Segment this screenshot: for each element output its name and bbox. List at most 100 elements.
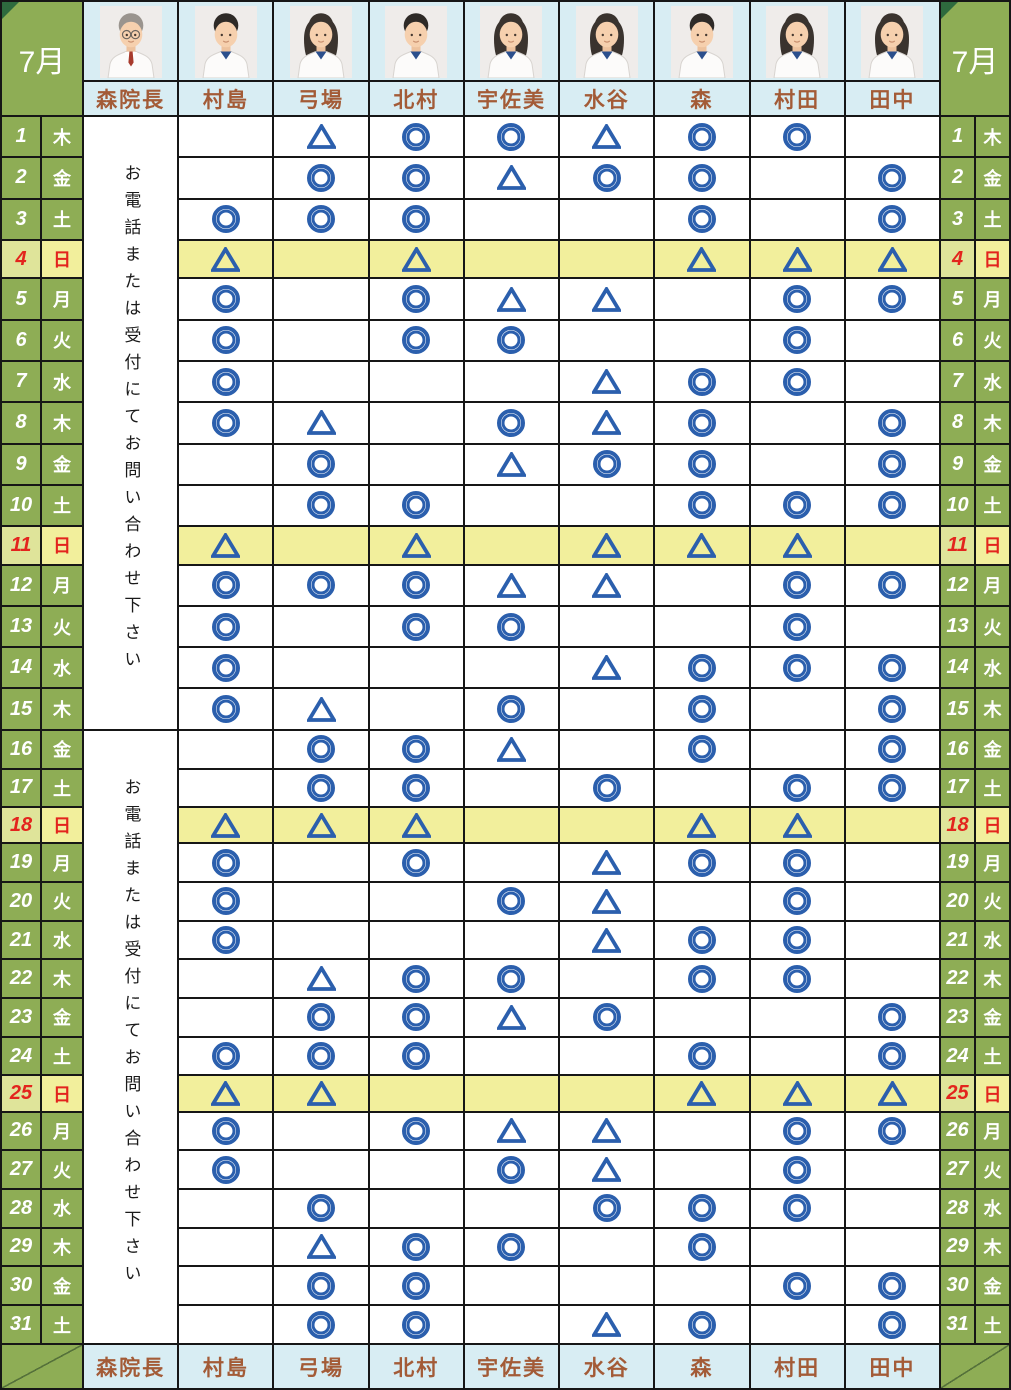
schedule-mark-cell [653, 1265, 751, 1306]
schedule-mark-cell [558, 1265, 656, 1306]
schedule-mark-cell [462, 1035, 561, 1077]
schedule-mark-cell [272, 881, 370, 922]
schedule-mark-cell [462, 687, 561, 731]
month-label: 7月 [18, 45, 66, 79]
schedule-mark-cell [367, 958, 465, 1000]
schedule-mark-cell [748, 646, 846, 690]
day-number-left: 2 [0, 156, 42, 200]
weekday-right: 月 [974, 277, 1011, 321]
triangle-mark [590, 285, 623, 312]
triangle-mark [400, 245, 433, 272]
day-row: 14 水 14 水 [0, 646, 1011, 690]
schedule-mark-cell [748, 1226, 846, 1268]
schedule-mark-cell [843, 1226, 942, 1268]
schedule-mark-cell [653, 958, 751, 1000]
double-circle-mark [878, 1116, 907, 1145]
schedule-mark-cell [462, 1265, 561, 1306]
double-circle-mark [687, 735, 716, 764]
schedule-mark-cell [748, 728, 846, 770]
weekday-left: 日 [40, 806, 84, 845]
schedule-mark-cell [653, 1304, 751, 1345]
day-number-right: 27 [939, 1149, 976, 1190]
schedule-mark-cell [367, 687, 465, 731]
schedule-mark-cell [653, 604, 751, 649]
day-number-right: 18 [939, 806, 976, 845]
triangle-mark [495, 735, 528, 762]
schedule-mark-cell [272, 1304, 370, 1345]
schedule-mark-cell [177, 318, 275, 362]
day-row: 15 木 15 木 [0, 687, 1011, 731]
day-number-left: 31 [0, 1304, 42, 1345]
day-row: 16 金お電話または受付にてお問い合わせ下さい 16 金 [0, 728, 1011, 1346]
triangle-mark [590, 531, 623, 558]
schedule-mark-cell [272, 318, 370, 362]
schedule-mark-cell [558, 767, 656, 809]
schedule-mark-cell [367, 238, 465, 280]
double-circle-mark [307, 205, 336, 234]
day-number-right: 12 [939, 563, 976, 607]
schedule-mark-cell [748, 1265, 846, 1306]
day-number-left: 29 [0, 1226, 42, 1268]
weekday-right: 土 [974, 197, 1011, 241]
schedule-mark-cell [367, 728, 465, 770]
double-circle-mark [592, 450, 621, 479]
day-number-right: 6 [939, 318, 976, 362]
day-number-left: 27 [0, 1149, 42, 1190]
schedule-mark-cell [558, 687, 656, 731]
schedule-mark-cell [748, 277, 846, 321]
double-circle-mark [878, 450, 907, 479]
double-circle-mark [783, 122, 812, 151]
double-circle-mark [687, 1310, 716, 1339]
schedule-mark-cell [558, 842, 656, 884]
schedule-mark-cell [653, 318, 751, 362]
day-number-left: 25 [0, 1074, 42, 1113]
double-circle-mark [497, 887, 526, 916]
weekday-right: 水 [974, 359, 1011, 404]
schedule-mark-cell [462, 156, 561, 200]
double-circle-mark [211, 571, 240, 600]
double-circle-mark [307, 1310, 336, 1339]
schedule-mark-cell [843, 114, 942, 159]
weekday-left: 日 [40, 238, 84, 280]
double-circle-mark [307, 1194, 336, 1223]
double-circle-mark [402, 773, 431, 802]
weekday-left: 火 [40, 604, 84, 649]
schedule-mark-cell [462, 238, 561, 280]
schedule-mark-cell [177, 359, 275, 404]
weekday-left: 水 [40, 646, 84, 690]
day-number-left: 7 [0, 359, 42, 404]
schedule-mark-cell [558, 277, 656, 321]
day-number-left: 24 [0, 1035, 42, 1077]
schedule-mark-cell [367, 1226, 465, 1268]
schedule-mark-cell [558, 114, 656, 159]
schedule-mark-cell [177, 1110, 275, 1152]
weekday-right: 金 [974, 728, 1011, 770]
schedule-mark-cell [367, 919, 465, 961]
triangle-mark [495, 1116, 528, 1144]
schedule-mark-cell [177, 881, 275, 922]
double-circle-mark [497, 612, 526, 641]
schedule-mark-cell [367, 806, 465, 845]
double-circle-mark [307, 1003, 336, 1032]
day-number-right: 16 [939, 728, 976, 770]
weekday-right: 日 [974, 525, 1011, 566]
triangle-mark [590, 887, 623, 914]
schedule-mark-cell [843, 806, 942, 845]
double-circle-mark [211, 326, 240, 355]
day-number-left: 23 [0, 997, 42, 1038]
day-number-right: 29 [939, 1226, 976, 1268]
schedule-mark-cell [272, 401, 370, 445]
schedule-mark-cell [177, 728, 275, 770]
day-number-left: 5 [0, 277, 42, 321]
corner-triangle-decoration [942, 3, 958, 19]
schedule-mark-cell [462, 1226, 561, 1268]
schedule-mark-cell [843, 1074, 942, 1113]
weekday-left: 土 [40, 1304, 84, 1345]
schedule-mark-cell [748, 1110, 846, 1152]
staff-name-header: 北村 [367, 80, 465, 117]
weekday-left: 木 [40, 114, 84, 159]
doctor-avatar [480, 6, 543, 78]
corner-triangle-decoration [3, 3, 19, 19]
double-circle-mark [402, 285, 431, 314]
double-circle-mark [783, 1194, 812, 1223]
